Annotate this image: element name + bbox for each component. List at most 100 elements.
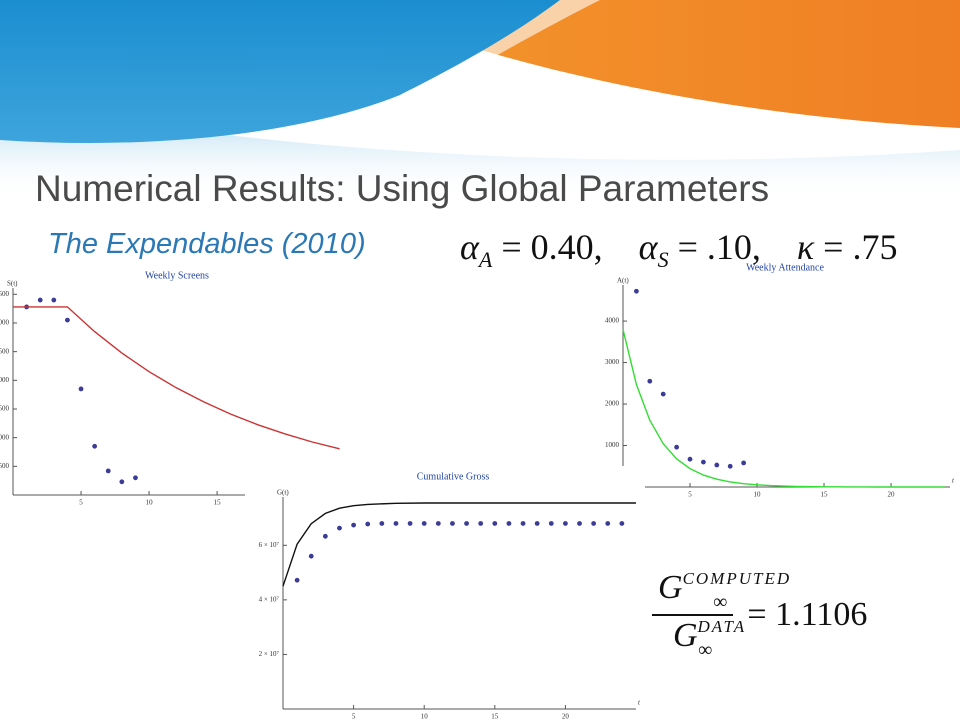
chart: Weekly Attendance A(t) t 5 10 15 20 1000 2000 300…: [605, 262, 955, 498]
y-tick-label: 1000: [0, 433, 10, 441]
y-axis-label: A(t): [617, 277, 629, 285]
point: [506, 521, 512, 526]
banner-streak: [400, 0, 600, 95]
point: [492, 521, 498, 526]
fraction-bar: [652, 614, 734, 616]
param-value: .75: [852, 227, 898, 267]
point: [105, 468, 111, 474]
x-tick-label: 5: [79, 499, 83, 507]
param-sub: A: [478, 247, 493, 273]
x-axis-label: t: [638, 699, 641, 707]
point: [701, 459, 706, 465]
point: [294, 577, 300, 583]
point: [464, 521, 469, 526]
y-tick-label: 2000: [605, 400, 620, 408]
chart-background: [245, 466, 645, 720]
plots: Weekly Screens S(t) t 5 10 15 20 500 1000 1500 200…: [0, 262, 955, 720]
slide-subtitle: The Expendables (2010): [48, 228, 366, 260]
numerator: GCOMPUTED ∞: [652, 568, 789, 614]
superscript: DATA: [697, 617, 747, 636]
symbol: G: [672, 617, 698, 654]
point: [674, 444, 680, 450]
point: [65, 317, 70, 323]
y-tick-label: 1500: [0, 405, 10, 413]
line: [13, 306, 340, 450]
slide-title: Numerical Results: Using Global Paramete…: [35, 168, 770, 209]
subscript: ∞: [713, 591, 728, 613]
point: [727, 463, 733, 469]
superscript: COMPUTED: [682, 569, 792, 588]
point: [78, 386, 84, 392]
point: [548, 521, 554, 526]
point: [563, 521, 568, 526]
x-tick-label: 10: [754, 491, 762, 499]
x-tick-label: 20: [888, 491, 896, 499]
y-tick-label: 3000: [0, 319, 10, 327]
point: [619, 521, 625, 526]
fraction: GCOMPUTED∞ GDATA∞: [652, 568, 789, 662]
point: [407, 521, 413, 526]
y-tick-label: 3000: [605, 358, 620, 366]
param-symbol: α: [460, 227, 479, 267]
point: [308, 553, 314, 559]
denominator: GDATA ∞: [667, 616, 744, 662]
point: [92, 443, 98, 449]
ratio: GCOMPUTED∞ GDATA∞ = 1.1106: [652, 568, 867, 662]
point: [393, 521, 399, 526]
x-tick-label: 5: [688, 491, 692, 499]
point: [133, 475, 138, 481]
point: [478, 521, 484, 526]
x-tick-label: 10: [146, 499, 154, 507]
point: [520, 521, 526, 526]
y-axis-label: S(t): [7, 280, 18, 288]
point: [634, 288, 639, 294]
y-axis-label: G(t): [277, 489, 289, 497]
param-symbol: α: [638, 227, 658, 267]
y-tick-label: 3500: [0, 290, 10, 298]
point: [51, 297, 57, 303]
point: [591, 521, 597, 526]
banner-fade: [0, 100, 960, 200]
y-tick-label: 4 × 10⁷: [259, 595, 280, 603]
x-tick-label: 15: [821, 491, 829, 499]
chart-title: Weekly Attendance: [746, 262, 824, 273]
x-tick-label: 20: [562, 713, 570, 720]
point: [605, 521, 611, 526]
point: [450, 521, 455, 526]
point: [365, 521, 371, 527]
y-tick-label: 1000: [605, 441, 620, 449]
point: [379, 521, 385, 526]
line: [282, 502, 636, 587]
point: [534, 521, 540, 526]
point: [421, 521, 427, 526]
point: [322, 533, 328, 539]
chart: Cumulative Gross G(t) t 5 10 15 20 2 × 10⁷ 4 × 1…: [245, 466, 645, 720]
y-tick-label: 2500: [0, 347, 10, 355]
point: [119, 479, 125, 485]
point: [351, 522, 356, 528]
y-tick-label: 2000: [0, 376, 10, 384]
symbol: G: [658, 569, 683, 606]
y-tick-label: 6 × 10⁷: [259, 541, 280, 549]
point: [37, 297, 43, 303]
banner-blue: [0, 0, 560, 143]
line: [622, 329, 945, 488]
point: [647, 378, 653, 384]
point: [741, 460, 747, 466]
y-tick-label: 4000: [605, 317, 620, 325]
point: [660, 391, 666, 397]
x-tick-label: 15: [491, 713, 499, 720]
point: [337, 525, 342, 531]
param-value: .10: [706, 227, 752, 267]
x-tick-label: 15: [214, 499, 222, 507]
parameters: αA = 0.40, αS = .10, κ = .75: [460, 227, 898, 273]
chart-title: Weekly Screens: [145, 270, 209, 281]
point: [687, 456, 693, 462]
point: [714, 462, 720, 468]
x-tick-label: 10: [421, 713, 429, 720]
param-value: 0.40: [530, 227, 594, 267]
y-tick-label: 2 × 10⁷: [259, 650, 280, 658]
point: [577, 521, 582, 526]
